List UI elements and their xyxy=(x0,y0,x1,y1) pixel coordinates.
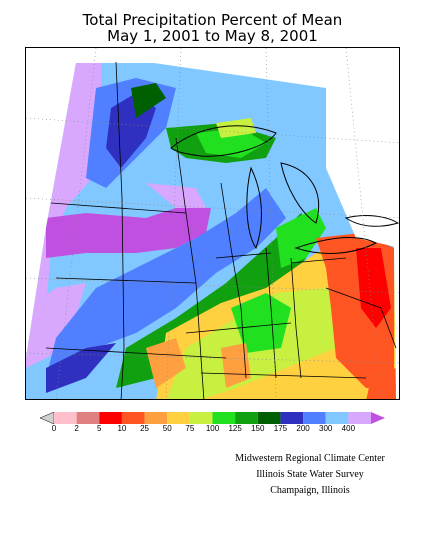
legend-under-arrow xyxy=(40,412,55,424)
map-canvas xyxy=(26,48,399,399)
region-over-400-band xyxy=(46,208,211,258)
legend-tick-label: 300 xyxy=(319,424,333,433)
legend-over-arrow xyxy=(371,412,385,424)
boundary-west-line xyxy=(115,61,125,399)
region-300-400-southwest xyxy=(26,283,86,368)
legend-labels: 0 2 5 10 25 50 75 100 125 150 175 200 300 400 xyxy=(40,424,385,436)
legend-swatch xyxy=(348,412,371,424)
credit-line3: Champaign, Illinois xyxy=(270,485,350,496)
graticule-line xyxy=(26,277,399,294)
credit-line2: Illinois State Water Survey xyxy=(256,469,364,480)
region-25-missouri xyxy=(221,343,251,388)
lake-michigan xyxy=(246,166,262,250)
no-data-area xyxy=(326,88,399,248)
boundary-ne-ks xyxy=(45,347,227,359)
boundary-ia-mo xyxy=(185,322,292,334)
map-title-line1: Total Precipitation Percent of Mean xyxy=(82,11,343,29)
region-75-superior xyxy=(216,118,256,138)
precipitation-map xyxy=(25,47,400,400)
region-10-southeast xyxy=(366,368,396,399)
legend-swatch xyxy=(189,412,213,424)
credit-line1: Midwestern Regional Climate Center xyxy=(235,453,385,464)
lake-ontario xyxy=(344,215,399,227)
legend-tick-label: 125 xyxy=(228,424,242,433)
legend-swatch xyxy=(76,412,100,424)
lake-superior xyxy=(170,125,277,157)
region-25-plains xyxy=(146,338,186,388)
region-5-east xyxy=(356,248,391,328)
legend-tick-label: 400 xyxy=(341,424,356,433)
boundary-mi-oh xyxy=(290,257,347,264)
boundary-river xyxy=(220,182,247,379)
boundary-mo-ar xyxy=(200,372,367,379)
legend-swatch xyxy=(144,412,168,424)
boundary-nd-sd xyxy=(50,202,187,214)
legend-tick-label: 2 xyxy=(74,424,79,433)
legend-tick-label: 5 xyxy=(97,424,102,433)
region-150-north xyxy=(131,83,166,118)
legend-tick-label: 75 xyxy=(185,424,195,433)
legend-swatch xyxy=(257,412,281,424)
lake-outlines xyxy=(170,125,399,254)
lake-huron xyxy=(280,162,320,224)
boundary-sd-ne xyxy=(55,277,197,284)
legend-swatch xyxy=(212,412,236,424)
legend-tick-label: 175 xyxy=(273,424,288,433)
legend-swatch xyxy=(280,412,304,424)
legend-swatch xyxy=(325,412,349,424)
legend-swatch xyxy=(99,412,122,424)
graticule-line xyxy=(265,48,277,399)
legend-swatch xyxy=(235,412,258,424)
graticule-line xyxy=(55,48,97,399)
region-200-diagonal xyxy=(46,188,286,378)
region-100-michigan xyxy=(276,208,326,268)
region-100-illinois xyxy=(231,293,291,353)
graticule-line xyxy=(26,197,399,219)
legend-swatch xyxy=(121,412,145,424)
legend-swatch xyxy=(54,412,77,424)
legend-swatch xyxy=(167,412,190,424)
legend-tick-label: 10 xyxy=(117,424,127,433)
region-175-southwest xyxy=(46,343,116,393)
boundary-oh-wv xyxy=(325,287,397,349)
legend-tick-label: 200 xyxy=(296,424,310,433)
legend-tick-label: 0 xyxy=(51,424,57,433)
map-title-line2: May 1, 2001 to May 8, 2001 xyxy=(107,27,318,45)
color-legend xyxy=(40,412,385,424)
boundary-in-oh xyxy=(290,257,302,379)
graticule-line xyxy=(26,352,399,364)
legend-tick-label: 50 xyxy=(162,424,172,433)
legend-tick-label: 150 xyxy=(251,424,265,433)
boundary-il-in xyxy=(265,247,277,379)
legend-tick-label: 25 xyxy=(140,424,150,433)
graticule xyxy=(26,48,399,399)
lake-erie xyxy=(294,237,378,254)
legend-tick-label: 100 xyxy=(205,424,220,433)
region-300-400-center xyxy=(146,183,206,208)
boundary-wi-il xyxy=(215,252,272,259)
state-boundaries xyxy=(45,61,397,399)
region-100-superior xyxy=(196,128,266,158)
legend-swatch xyxy=(303,412,326,424)
boundary-central xyxy=(175,137,205,399)
graticule-line xyxy=(165,48,182,399)
